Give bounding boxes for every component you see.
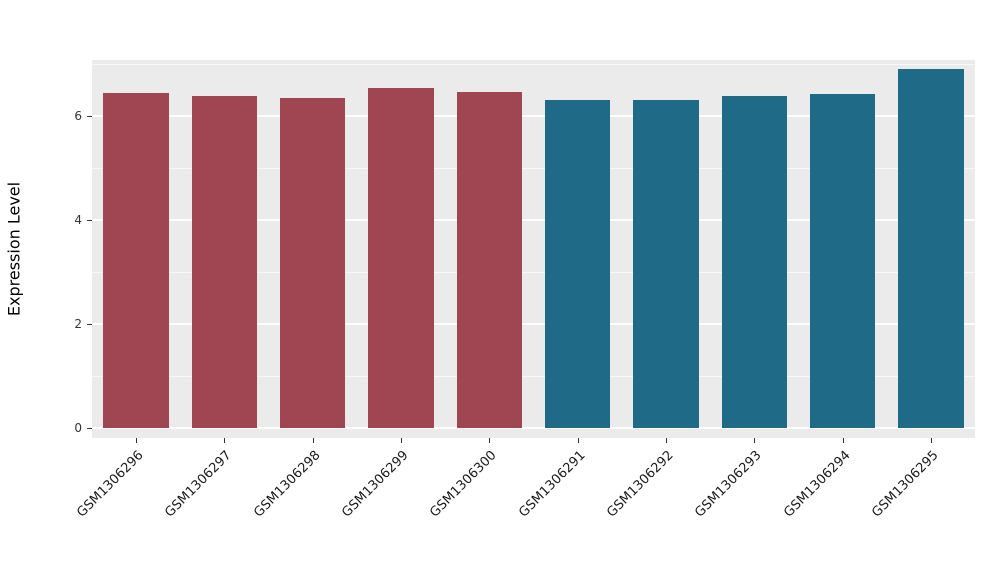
x-tick-mark: [842, 438, 844, 443]
y-tick-mark: [87, 220, 92, 221]
y-tick-mark: [87, 324, 92, 325]
bar: [456, 92, 522, 428]
bar: [103, 93, 169, 428]
x-tick-mark: [312, 438, 314, 443]
gridline-major: [92, 427, 975, 429]
bar: [633, 100, 699, 428]
gridline-minor: [92, 376, 975, 377]
x-tick-mark: [930, 438, 932, 443]
y-tick-label: 6: [74, 109, 82, 123]
bar: [191, 96, 258, 428]
x-tick-mark: [665, 438, 667, 443]
x-tick-mark: [489, 438, 491, 443]
gridline-minor: [92, 64, 975, 65]
x-tick-mark: [224, 438, 226, 443]
gridline-minor: [92, 168, 975, 169]
bar: [721, 96, 787, 428]
y-tick-label: 2: [74, 317, 82, 331]
y-tick-mark: [87, 116, 92, 117]
gridline-major: [92, 115, 975, 117]
bar: [368, 88, 434, 428]
bar: [280, 97, 346, 428]
y-tick-label: 4: [74, 213, 82, 227]
x-tick-mark: [577, 438, 579, 443]
bar: [544, 100, 611, 428]
x-tick-mark: [136, 438, 138, 443]
y-tick-mark: [87, 428, 92, 429]
bar: [898, 69, 964, 428]
y-axis-title: Expression Level: [4, 181, 24, 317]
x-tick-mark: [401, 438, 403, 443]
x-tick-mark: [754, 438, 756, 443]
gridline-minor: [92, 272, 975, 273]
gridline-major: [92, 219, 975, 221]
plot-panel: [92, 60, 975, 438]
y-tick-label: 0: [74, 421, 82, 435]
bar: [809, 93, 876, 428]
gridline-major: [92, 323, 975, 325]
